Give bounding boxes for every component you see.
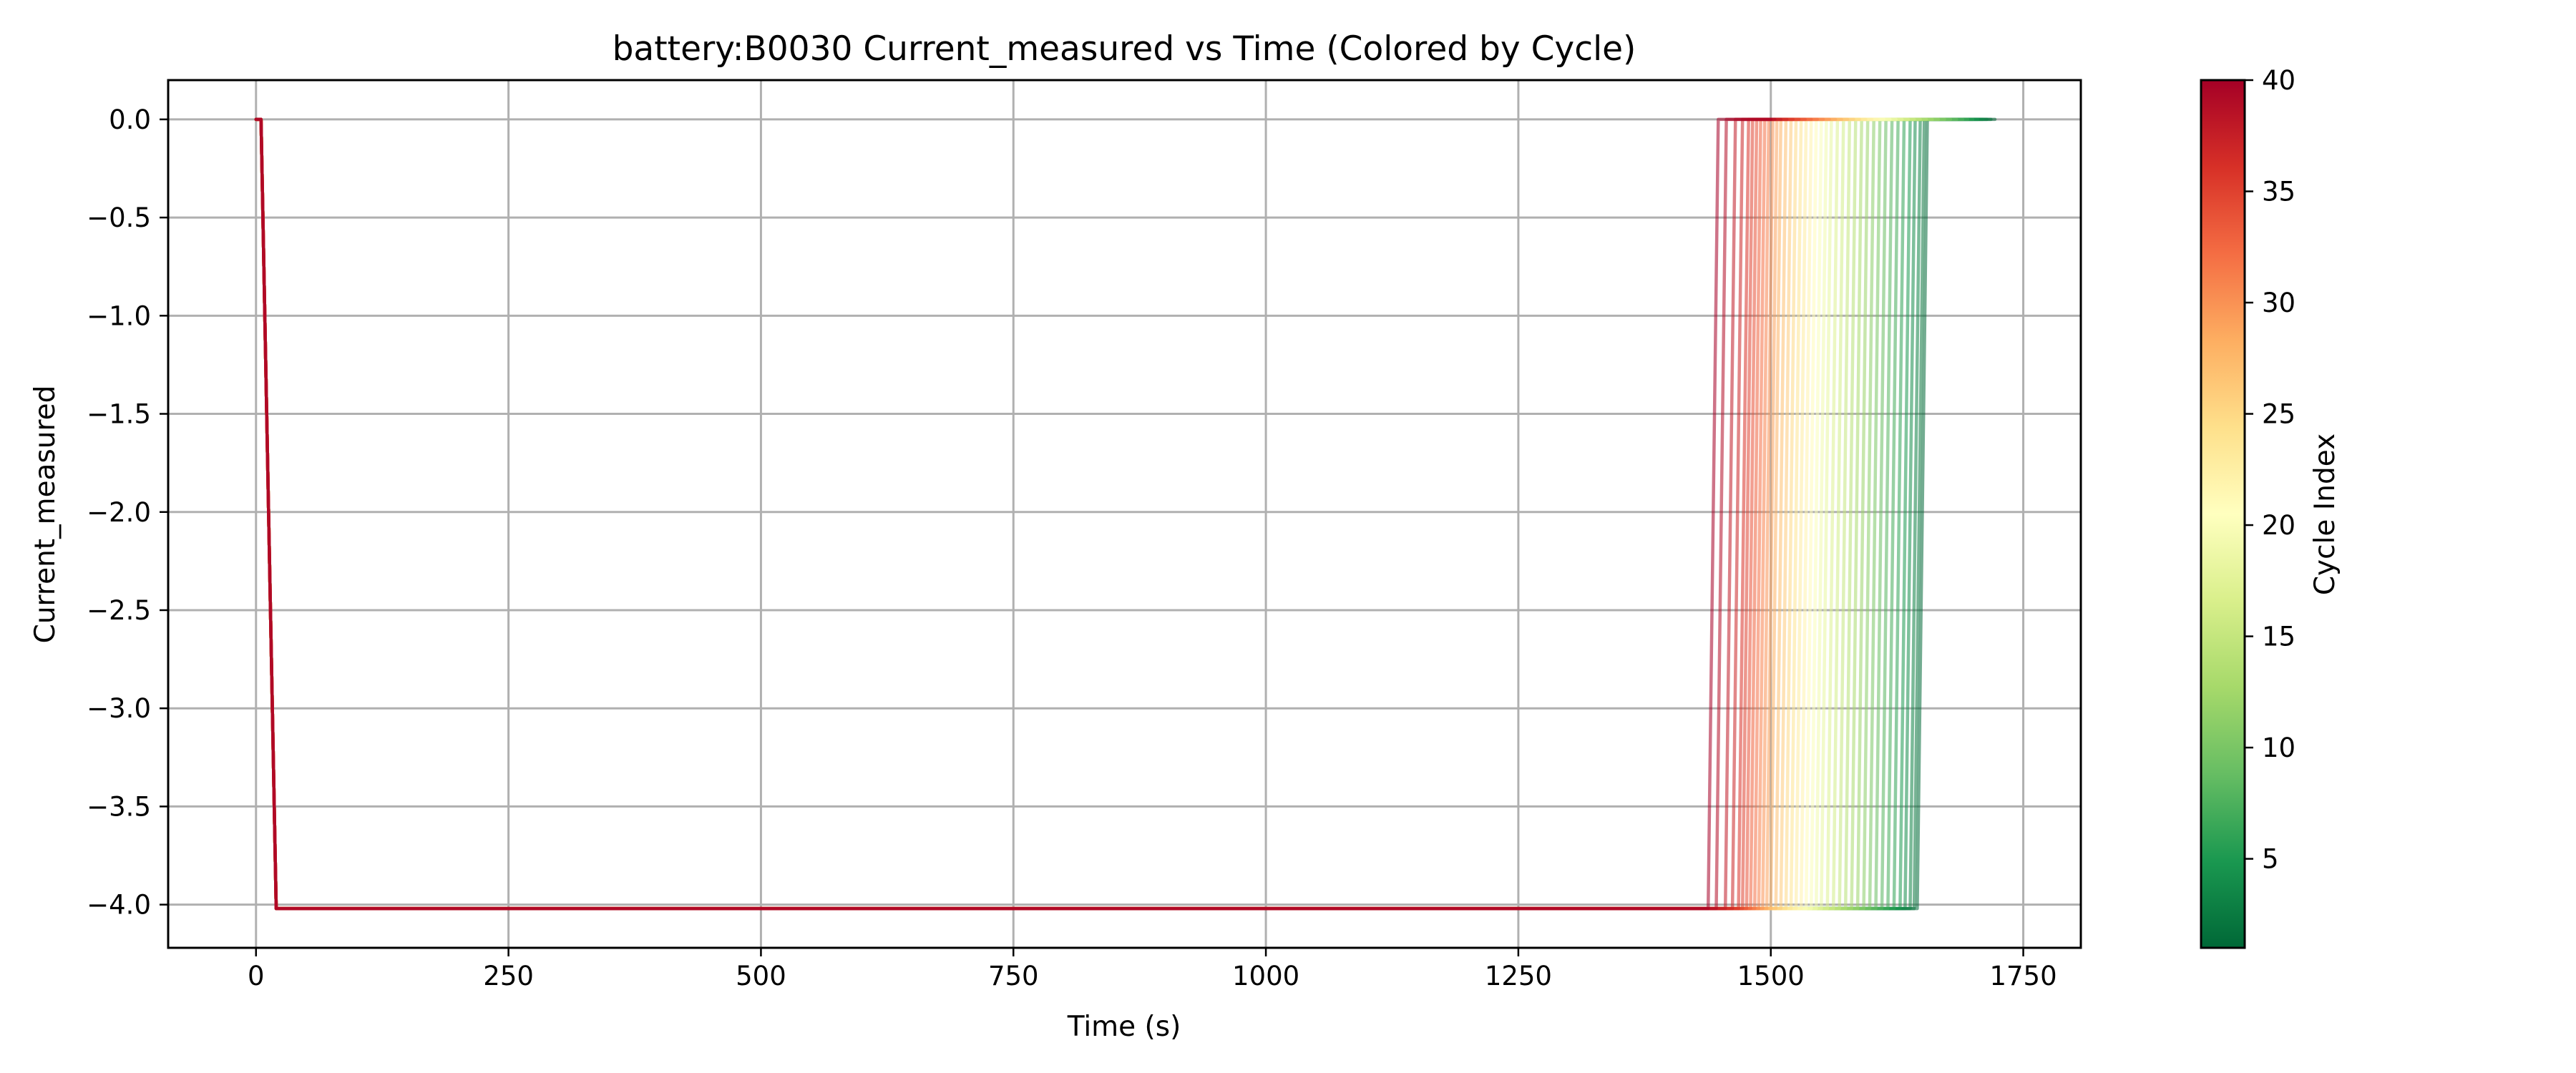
colorbar-tick-label: 20 <box>2262 510 2296 541</box>
chart-title: battery:B0030 Current_measured vs Time (… <box>613 29 1636 69</box>
colorbar-tick-label: 5 <box>2262 844 2279 875</box>
colorbar-label: Cycle Index <box>2309 433 2341 595</box>
colorbar-tick-label: 35 <box>2262 177 2296 207</box>
x-tick-label: 500 <box>736 961 786 991</box>
x-tick-label: 1000 <box>1232 961 1299 991</box>
y-tick-label: −4.0 <box>87 890 151 921</box>
y-tick-label: −2.5 <box>87 595 151 626</box>
y-tick-label: −0.5 <box>87 202 151 233</box>
colorbar-tick-label: 30 <box>2262 288 2296 318</box>
x-axis-label: Time (s) <box>1067 1011 1181 1043</box>
colorbar-tick-label: 15 <box>2262 622 2296 652</box>
y-axis-ticks: 0.0 −0.5 −1.0 −1.5 −2.0 −2.5 −3.0 −3.5 −4.0 <box>87 104 168 921</box>
series-group <box>254 117 1997 911</box>
colorbar-frame <box>2200 79 2246 949</box>
colorbar-tick-label: 25 <box>2262 399 2296 430</box>
colorbar-ticks: 5 10 15 20 25 30 35 40 <box>2245 65 2296 875</box>
plot-frame <box>167 79 2082 949</box>
y-tick-label: −2.0 <box>87 497 151 528</box>
y-tick-label: −3.0 <box>87 693 151 724</box>
plot-area: 0 250 500 750 1000 1250 1500 1750 0.0 −0.5 −1.0 −1… <box>87 79 2082 991</box>
x-tick-label: 1250 <box>1485 961 1552 991</box>
colorbar: 5 10 15 20 25 30 35 40 Cycle Index <box>2200 65 2341 949</box>
x-tick-label: 750 <box>988 961 1039 991</box>
y-tick-label: −3.5 <box>87 791 151 822</box>
x-tick-label: 1750 <box>1989 961 2057 991</box>
x-tick-label: 0 <box>248 961 265 991</box>
series-line-cycle-40 <box>254 117 1772 911</box>
y-axis-label: Current_measured <box>29 386 62 644</box>
colorbar-tick-label: 40 <box>2262 65 2296 96</box>
x-tick-label: 250 <box>483 961 534 991</box>
y-tick-label: −1.0 <box>87 300 151 331</box>
x-tick-label: 1500 <box>1737 961 1805 991</box>
y-tick-label: −1.5 <box>87 399 151 430</box>
x-axis-ticks: 0 250 500 750 1000 1250 1500 1750 <box>248 948 2057 991</box>
colorbar-gradient <box>2201 80 2245 948</box>
y-tick-label: 0.0 <box>109 104 151 135</box>
colorbar-tick-label: 10 <box>2262 733 2296 763</box>
